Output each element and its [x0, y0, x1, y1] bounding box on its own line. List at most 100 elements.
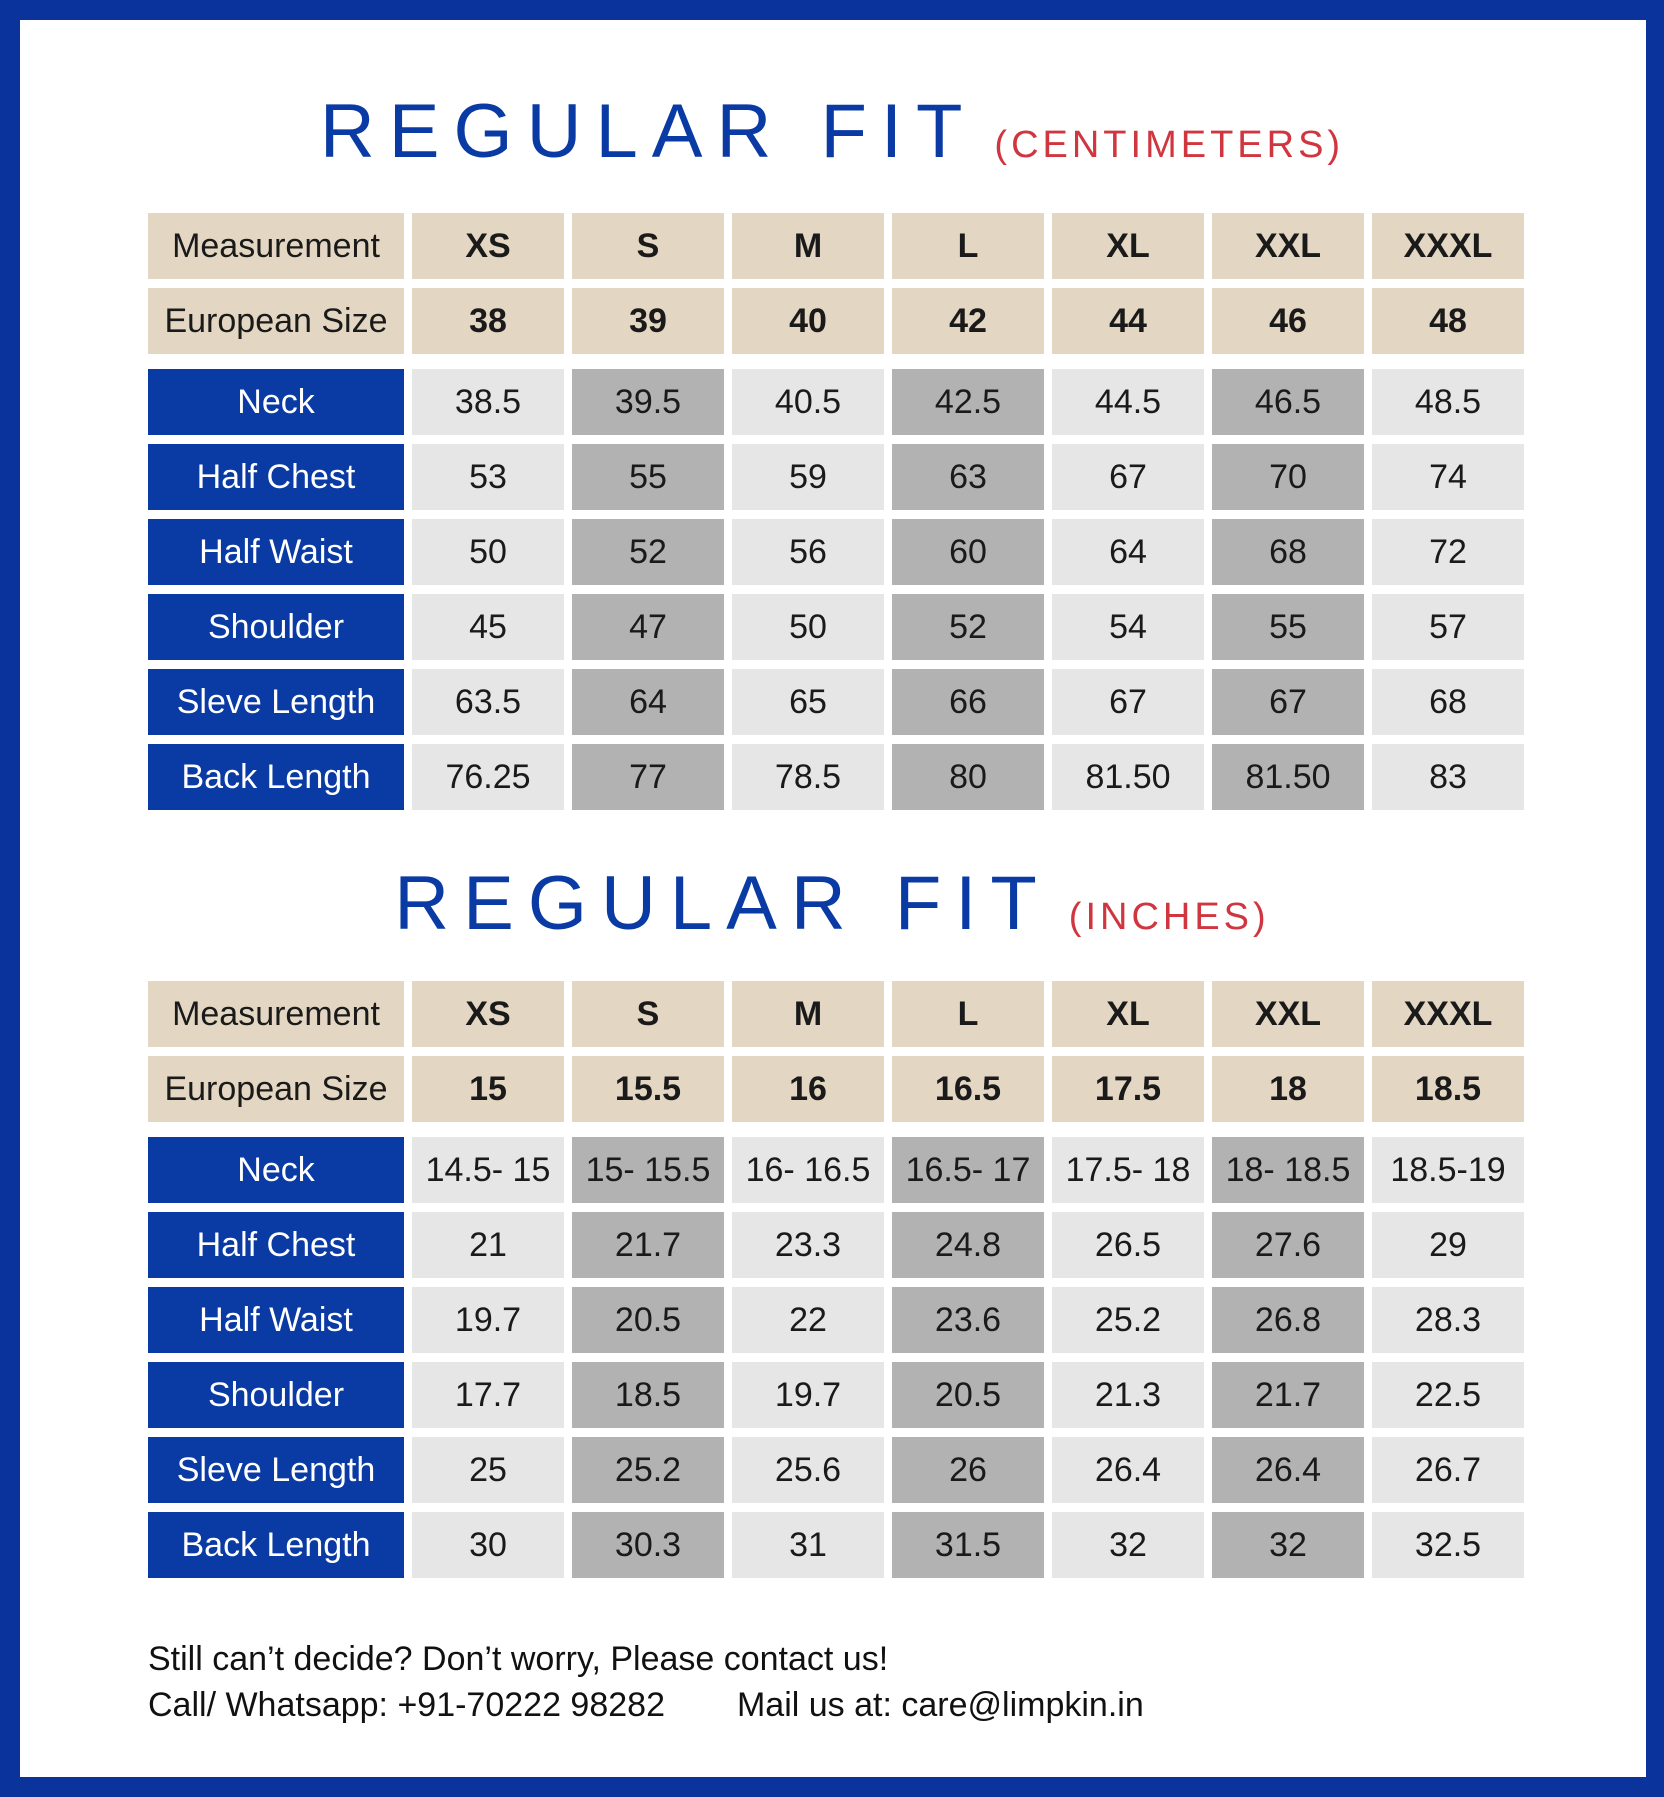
measurement-value: 16- 16.5 [732, 1137, 884, 1203]
measurement-value: 63 [892, 444, 1044, 510]
footer-message: Still can’t decide? Don’t worry, Please … [148, 1640, 889, 1678]
measurement-value: 31 [732, 1512, 884, 1578]
measurement-value: 21.7 [572, 1212, 724, 1278]
table-row: Half Waist 50 52 56 60 64 68 72 [148, 519, 1524, 585]
european-size-value: 40 [732, 288, 884, 354]
measurement-value: 54 [1052, 594, 1204, 660]
measurement-value: 32 [1212, 1512, 1364, 1578]
measurement-value: 46.5 [1212, 369, 1364, 435]
title-main: REGULAR FIT [394, 861, 1051, 946]
measurement-value: 26.4 [1052, 1437, 1204, 1503]
measurement-value: 30 [412, 1512, 564, 1578]
measurement-value: 52 [572, 519, 724, 585]
european-size-value: 46 [1212, 288, 1364, 354]
measurement-label: Neck [148, 1137, 404, 1203]
measurement-label: Neck [148, 369, 404, 435]
european-size-value: 18 [1212, 1056, 1364, 1122]
measurement-value: 32.5 [1372, 1512, 1524, 1578]
measurement-value: 26.4 [1212, 1437, 1364, 1503]
measurement-value: 65 [732, 669, 884, 735]
measurement-value: 78.5 [732, 744, 884, 810]
measurement-value: 18.5-19 [1372, 1137, 1524, 1203]
measurement-value: 63.5 [412, 669, 564, 735]
header-row: Measurement XS S M L XL XXL XXXL [148, 213, 1524, 279]
measurement-value: 40.5 [732, 369, 884, 435]
size-header: S [572, 213, 724, 279]
european-size-value: 38 [412, 288, 564, 354]
measurement-value: 48.5 [1372, 369, 1524, 435]
measurement-value: 66 [892, 669, 1044, 735]
european-size-value: 44 [1052, 288, 1204, 354]
table-row: Neck 38.5 39.5 40.5 42.5 44.5 46.5 48.5 [148, 369, 1524, 435]
header-label: Measurement [148, 981, 404, 1047]
size-header: XXXL [1372, 213, 1524, 279]
measurement-value: 38.5 [412, 369, 564, 435]
measurement-value: 20.5 [892, 1362, 1044, 1428]
measurement-value: 59 [732, 444, 884, 510]
measurement-label: Half Chest [148, 1212, 404, 1278]
measurement-value: 83 [1372, 744, 1524, 810]
email-contact[interactable]: Mail us at: care@limpkin.in [736, 1686, 1144, 1724]
measurement-value: 47 [572, 594, 724, 660]
measurement-value: 28.3 [1372, 1287, 1524, 1353]
measurement-value: 64 [572, 669, 724, 735]
table-row: Neck 14.5- 15 15- 15.5 16- 16.5 16.5- 17 17.5… [148, 1137, 1524, 1203]
phone-contact[interactable]: Call/ Whatsapp: +91-70222 98282 [148, 1686, 665, 1724]
measurement-value: 42.5 [892, 369, 1044, 435]
title-centimeters: REGULAR FIT (CENTIMETERS) [0, 88, 1664, 175]
size-table-centimeters: Measurement XS S M L XL XXL XXXL European Size 38… [148, 213, 1524, 819]
title-unit: (CENTIMETERS) [994, 124, 1345, 166]
measurement-label: Half Waist [148, 519, 404, 585]
measurement-value: 25.2 [1052, 1287, 1204, 1353]
measurement-value: 20.5 [572, 1287, 724, 1353]
european-size-row: European Size 38 39 40 42 44 46 48 [148, 288, 1524, 354]
measurement-label: Shoulder [148, 594, 404, 660]
european-size-value: 42 [892, 288, 1044, 354]
measurement-value: 50 [412, 519, 564, 585]
size-header: XXXL [1372, 981, 1524, 1047]
measurement-value: 26.5 [1052, 1212, 1204, 1278]
european-size-value: 18.5 [1372, 1056, 1524, 1122]
table-row: Half Chest 53 55 59 63 67 70 74 [148, 444, 1524, 510]
measurement-value: 18- 18.5 [1212, 1137, 1364, 1203]
measurement-value: 26 [892, 1437, 1044, 1503]
european-size-value: 48 [1372, 288, 1524, 354]
size-header: L [892, 981, 1044, 1047]
measurement-value: 26.8 [1212, 1287, 1364, 1353]
european-size-label: European Size [148, 288, 404, 354]
measurement-value: 31.5 [892, 1512, 1044, 1578]
measurement-value: 21.7 [1212, 1362, 1364, 1428]
size-header: M [732, 981, 884, 1047]
measurement-value: 21 [412, 1212, 564, 1278]
size-header: XXL [1212, 981, 1364, 1047]
measurement-value: 27.6 [1212, 1212, 1364, 1278]
size-header: XL [1052, 213, 1204, 279]
measurement-value: 19.7 [412, 1287, 564, 1353]
european-size-value: 39 [572, 288, 724, 354]
measurement-value: 22 [732, 1287, 884, 1353]
measurement-value: 23.3 [732, 1212, 884, 1278]
table-row: Half Chest 21 21.7 23.3 24.8 26.5 27.6 29 [148, 1212, 1524, 1278]
measurement-value: 55 [572, 444, 724, 510]
measurement-value: 17.5- 18 [1052, 1137, 1204, 1203]
measurement-value: 17.7 [412, 1362, 564, 1428]
measurement-value: 80 [892, 744, 1044, 810]
measurement-value: 57 [1372, 594, 1524, 660]
table-row: Back Length 30 30.3 31 31.5 32 32 32.5 [148, 1512, 1524, 1578]
measurement-value: 60 [892, 519, 1044, 585]
measurement-value: 77 [572, 744, 724, 810]
measurement-value: 18.5 [572, 1362, 724, 1428]
measurement-value: 52 [892, 594, 1044, 660]
measurement-value: 45 [412, 594, 564, 660]
measurement-value: 44.5 [1052, 369, 1204, 435]
measurement-value: 53 [412, 444, 564, 510]
measurement-value: 56 [732, 519, 884, 585]
measurement-value: 21.3 [1052, 1362, 1204, 1428]
measurement-value: 26.7 [1372, 1437, 1524, 1503]
measurement-label: Back Length [148, 1512, 404, 1578]
measurement-value: 25.2 [572, 1437, 724, 1503]
measurement-value: 29 [1372, 1212, 1524, 1278]
measurement-value: 68 [1372, 669, 1524, 735]
table-row: Sleve Length 63.5 64 65 66 67 67 68 [148, 669, 1524, 735]
measurement-value: 67 [1212, 669, 1364, 735]
